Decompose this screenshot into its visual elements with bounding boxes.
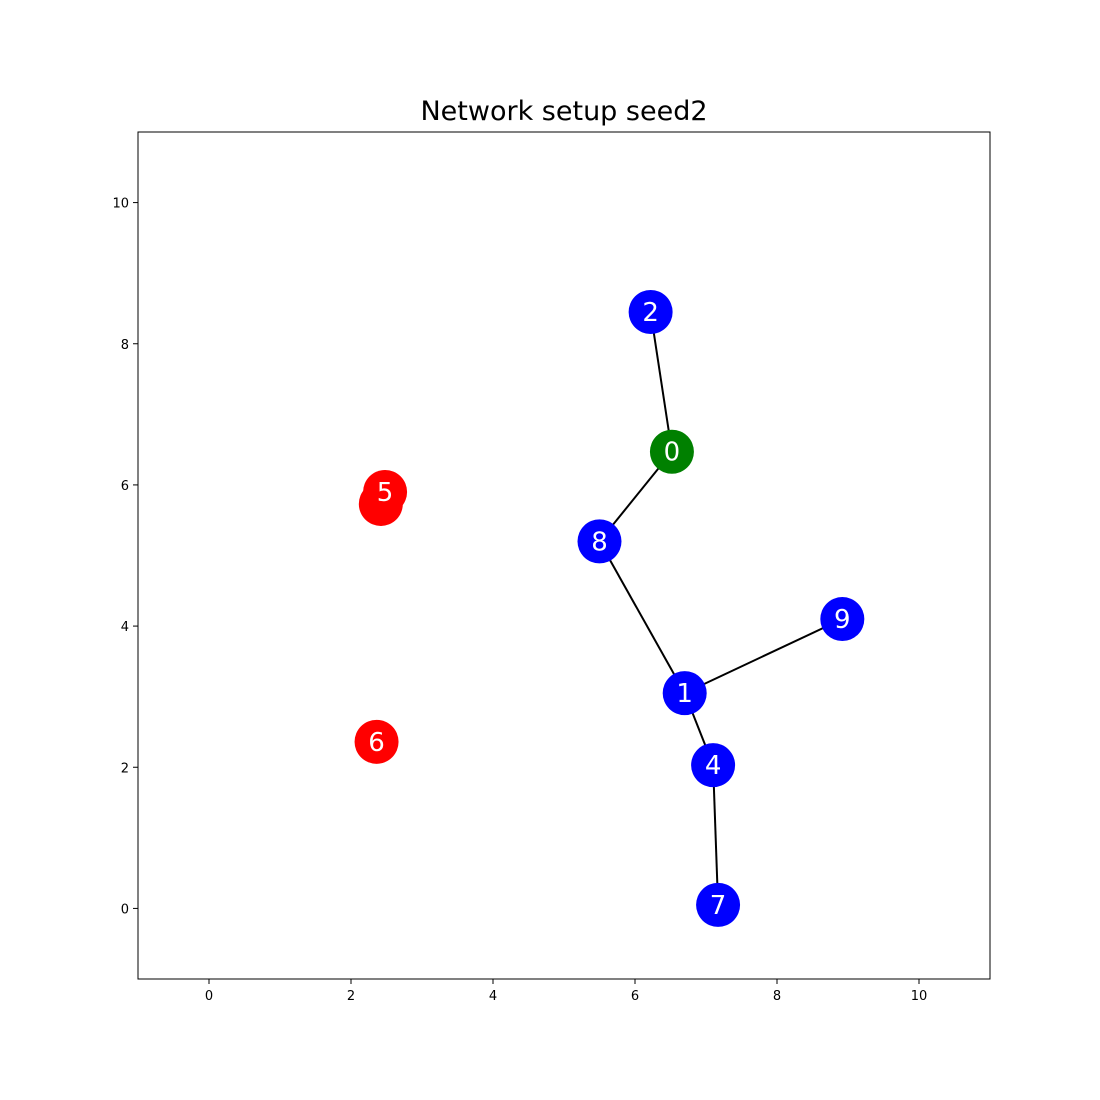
node-circle (363, 469, 408, 514)
x-tick-label: 2 (347, 989, 355, 1004)
node-4: 4 (691, 743, 736, 788)
node-label: 9 (834, 605, 851, 635)
y-tick-label: 8 (121, 338, 129, 353)
edge-8-1 (598, 540, 686, 694)
node-6: 6 (354, 719, 399, 764)
node-circle (820, 597, 865, 642)
node-2: 2 (628, 289, 673, 334)
node-0: 0 (649, 429, 694, 474)
edge-1-9 (684, 618, 843, 695)
node-5: 5 (363, 469, 408, 514)
node-circle (354, 719, 399, 764)
x-tick-label: 8 (773, 989, 781, 1004)
node-circle (662, 671, 707, 716)
y-tick-label: 0 (121, 902, 129, 917)
node-label: 5 (377, 478, 394, 508)
node-label: 2 (642, 298, 659, 328)
x-tick-label: 10 (911, 989, 928, 1004)
nodes-layer: 0 1 2 4 5 6 7 8 9 (354, 289, 865, 927)
edge-0-2 (649, 311, 673, 452)
node-9: 9 (820, 597, 865, 642)
y-tick-label: 4 (121, 620, 129, 635)
node-circle (649, 429, 694, 474)
x-tick-label: 6 (631, 989, 639, 1004)
node-circle (628, 289, 673, 334)
node-label: 4 (705, 751, 722, 781)
x-tick-label: 4 (489, 989, 497, 1004)
y-tick-label: 6 (121, 479, 129, 494)
y-tick-label: 2 (121, 761, 129, 776)
node-label: 8 (591, 527, 608, 557)
chart-title: Network setup seed2 (420, 96, 708, 127)
node-8: 8 (577, 519, 622, 564)
node-circle (696, 882, 741, 927)
x-axis: 0 2 4 6 8 10 (205, 979, 927, 1004)
node-label: 1 (676, 679, 693, 709)
y-tick-label: 10 (112, 197, 129, 212)
node-1: 1 (662, 671, 707, 716)
node-label: 0 (664, 438, 681, 468)
node-7: 7 (696, 882, 741, 927)
plot-area-frame (137, 131, 991, 980)
node-circle (691, 743, 736, 788)
y-axis: 0 2 4 6 8 10 (112, 197, 138, 917)
node-label: 7 (710, 891, 727, 921)
node-label: 6 (368, 728, 385, 758)
edges-layer (598, 311, 843, 905)
node-circle (577, 519, 622, 564)
edge-4-7 (712, 765, 720, 905)
x-tick-label: 0 (205, 989, 213, 1004)
